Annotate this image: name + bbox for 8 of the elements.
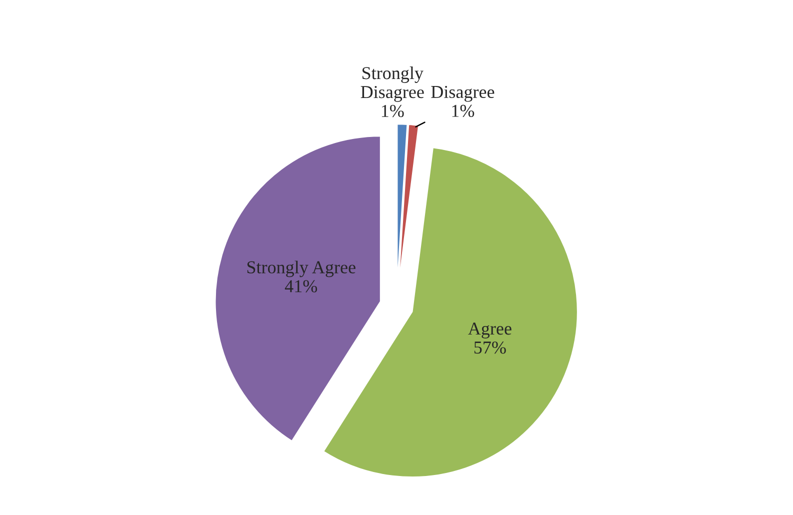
data-label: 1% <box>382 104 404 118</box>
data-label: 41% <box>284 280 318 292</box>
data-label: 57% <box>474 341 506 354</box>
slice-label: Agree <box>468 322 512 338</box>
data-label: 1% <box>452 104 474 118</box>
slice-label: Strongly Agree <box>247 260 356 278</box>
slice-label: Disagree <box>431 86 494 102</box>
slice-label: Strongly Disagree <box>360 66 424 102</box>
